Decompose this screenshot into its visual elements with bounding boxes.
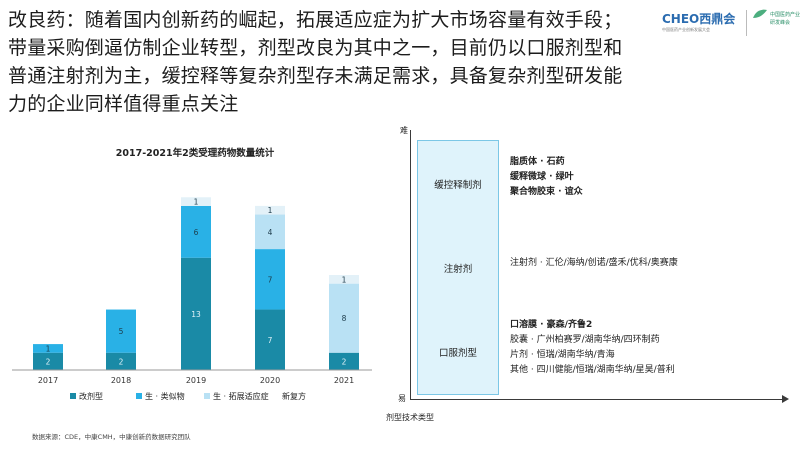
logo-sub-text: 中国医药产业创新发展大会 <box>662 27 710 32</box>
bar-segment <box>255 214 285 250</box>
bar-data-label: 5 <box>119 327 124 336</box>
bar-data-label: 1 <box>194 198 199 207</box>
bar-data-label: 2 <box>46 357 51 366</box>
bar-segment <box>329 352 359 370</box>
bar-segment <box>106 352 136 370</box>
x-tick-label: 2018 <box>111 376 131 385</box>
headline-line: 力的企业同样值得重点关注 <box>8 93 239 115</box>
dosage-form-column <box>417 140 499 395</box>
headline-line: 改良药：随着国内创新药的崛起，拓展适应症为扩大市场容量有效手段； <box>8 9 623 31</box>
x-tick-label: 2021 <box>334 376 354 385</box>
category-label-injection: 注射剂 <box>443 264 473 275</box>
bar-data-label: 1 <box>268 206 273 215</box>
bar-data-label: 1 <box>342 275 347 284</box>
category-items-sustained: 脂质体 · 石药 缓释微球 · 绿叶 聚合物胶束 · 谊众 <box>510 155 583 200</box>
bar-data-label: 13 <box>191 310 201 319</box>
legend-label: 生 · 类似物 <box>145 392 185 401</box>
headline-line: 带量采购倒逼仿制企业转型，剂型改良为其中之一，目前仍以口服剂型和 <box>8 37 623 59</box>
logo: CHEO西鼎会 中国医药产业创新发展大会 中国医药产业 研发峰会 <box>662 8 800 38</box>
category-label-oral: 口服剂型 <box>438 348 477 359</box>
company-item: 聚合物胶束 · 谊众 <box>510 187 583 197</box>
bar-segment <box>255 249 285 310</box>
bar-segment <box>181 205 211 258</box>
axis-arrow-icon <box>782 395 789 403</box>
technology-axis <box>410 399 784 400</box>
bar-segment <box>33 352 63 370</box>
legend-swatch <box>70 393 76 399</box>
bar-segment <box>106 309 136 353</box>
company-item: 口溶膜 · 豪森/齐鲁2 <box>510 320 593 330</box>
axis-top-label: 难 <box>400 126 408 135</box>
category-items-injection: 注射剂 · 汇伦/海纳/创诺/盛禾/优科/奥赛康 <box>510 256 678 271</box>
bar-layer: 2 1 2 5 13 6 1 7 7 4 1 2 8 1 <box>33 197 359 370</box>
bar-data-label: 2 <box>119 357 124 366</box>
legend-label: 新复方 <box>282 392 306 401</box>
bar-data-label: 8 <box>342 314 347 323</box>
axis-x-label: 剂型技术类型 <box>386 413 434 422</box>
stacked-bar-chart: 2 1 2 5 13 6 1 7 7 4 1 2 8 1 2017 2018 2019 2020 2021 <box>12 197 372 385</box>
legend-swatch <box>136 393 142 399</box>
axis-bottom-label: 易 <box>398 394 406 403</box>
x-tick-label: 2020 <box>260 376 280 385</box>
bar-segment <box>329 283 359 353</box>
headline: 改良药：随着国内创新药的崛起，拓展适应症为扩大市场容量有效手段； 带量采购倒逼仿… <box>8 6 648 118</box>
bar-data-label: 6 <box>194 228 199 237</box>
x-tick-label: 2019 <box>186 376 206 385</box>
leaf-icon <box>753 9 767 18</box>
category-items-oral: 口溶膜 · 豪森/齐鲁2 胶囊 · 广州柏赛罗/湖南华纳/四环制药 片剂 · 恒… <box>510 318 675 378</box>
bar-data-label: 1 <box>46 344 51 353</box>
bar-segment <box>33 344 63 353</box>
x-tick-layer: 2017 2018 2019 2020 2021 <box>38 376 354 385</box>
headline-line: 普通注射剂为主，缓控释等复杂剂型存未满足需求，具备复杂剂型研发能 <box>8 65 623 87</box>
company-item: 缓释微球 · 绿叶 <box>510 172 574 182</box>
legend-label: 改剂型 <box>79 392 103 401</box>
bar-data-label: 7 <box>268 275 273 284</box>
logo-divider <box>746 10 747 36</box>
chart-title: 2017-2021年2类受理药物数量统计 <box>115 148 275 159</box>
bar-data-label: 2 <box>342 357 347 366</box>
company-item: 脂质体 · 石药 <box>510 157 565 167</box>
logo-right-text: 中国医药产业 研发峰会 <box>770 11 800 27</box>
company-item: 片剂 · 恒瑞/湖南华纳/青海 <box>510 350 615 360</box>
logo-right-line: 研发峰会 <box>770 20 791 26</box>
bar-segment <box>255 309 285 370</box>
bar-segment <box>181 197 211 206</box>
bar-segment <box>181 257 211 370</box>
difficulty-axis <box>410 130 411 400</box>
bar-segment <box>329 275 359 284</box>
data-source-note: 数据来源：CDE，中康CMH，中康创新药数据研究团队 <box>32 433 191 441</box>
legend-label: 生 · 拓展适应症 <box>213 392 269 401</box>
logo-right-line: 中国医药产业 <box>770 12 800 18</box>
logo-main-text: CHEO西鼎会 <box>662 12 736 26</box>
bar-segment <box>255 205 285 215</box>
category-label-sustained: 缓控释制剂 <box>434 180 482 191</box>
bar-data-label: 7 <box>268 336 273 345</box>
company-item: 其他 · 四川健能/恒瑞/湖南华纳/星昊/普利 <box>510 365 675 375</box>
legend-swatch <box>204 393 210 399</box>
bar-data-label: 4 <box>268 228 273 237</box>
company-item: 胶囊 · 广州柏赛罗/湖南华纳/四环制药 <box>510 335 660 345</box>
company-item: 注射剂 · 汇伦/海纳/创诺/盛禾/优科/奥赛康 <box>510 258 678 268</box>
x-tick-label: 2017 <box>38 376 58 385</box>
